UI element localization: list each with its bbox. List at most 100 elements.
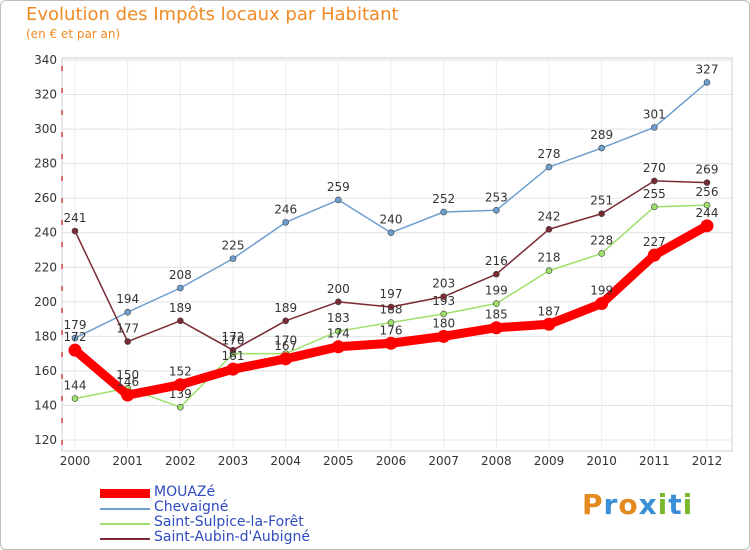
y-tick-label: 240 [34, 226, 57, 240]
x-tick-label: 2002 [165, 454, 196, 468]
data-label: 327 [696, 62, 719, 76]
data-label: 252 [432, 192, 455, 206]
x-tick-label: 2007 [428, 454, 459, 468]
chart-title: Evolution des Impôts locaux par Habitant [26, 4, 399, 25]
legend-swatch [100, 538, 150, 540]
data-label: 208 [169, 268, 192, 282]
data-label: 189 [274, 301, 297, 315]
data-point [545, 225, 553, 233]
x-tick-label: 2004 [270, 454, 301, 468]
data-point [651, 124, 658, 131]
data-label: 216 [485, 254, 508, 268]
data-point [335, 196, 342, 204]
data-label: 253 [485, 190, 508, 204]
logo-letter: i [682, 488, 694, 521]
y-tick-label: 300 [34, 122, 57, 136]
data-label: 200 [327, 282, 350, 296]
data-point [71, 334, 79, 342]
legend-label: Chevaigné [154, 499, 229, 515]
data-label: 189 [169, 301, 192, 315]
legend-label: Saint-Aubin-d'Aubigné [154, 529, 310, 545]
data-label: 246 [274, 202, 297, 216]
legend-swatch [100, 523, 150, 525]
logo-letter: o [618, 488, 639, 521]
data-point [542, 317, 556, 331]
x-tick-label: 2001 [112, 454, 143, 468]
data-label: 199 [485, 284, 508, 298]
y-tick-label: 260 [34, 191, 57, 205]
y-tick-label: 140 [34, 398, 57, 412]
data-point [387, 303, 395, 311]
data-point [71, 227, 79, 235]
data-label: 228 [590, 233, 613, 247]
logo-letter: i [657, 488, 669, 521]
data-point [703, 201, 711, 209]
data-label: 177 [116, 322, 139, 336]
data-point [124, 308, 131, 316]
data-point [68, 343, 82, 357]
y-tick-label: 200 [34, 295, 57, 309]
x-tick-label: 2006 [376, 454, 407, 468]
x-tick-label: 2003 [218, 454, 249, 468]
data-label: 179 [64, 318, 87, 332]
data-label: 240 [380, 213, 403, 227]
data-point [282, 317, 289, 325]
data-label: 218 [538, 251, 561, 265]
data-label: 161 [222, 349, 245, 363]
x-tick-label: 2010 [586, 454, 617, 468]
x-tick-label: 2008 [481, 454, 512, 468]
data-point [384, 336, 398, 350]
x-tick-label: 2005 [323, 454, 354, 468]
data-label: 197 [380, 287, 403, 301]
logo-letter: P [582, 488, 604, 521]
data-point [651, 203, 658, 211]
series-mouaz-: 172 146 152 161 167 174 176 180 185 187 199 227 244 [64, 206, 719, 402]
data-label: 139 [169, 387, 192, 401]
data-label: 301 [643, 107, 666, 121]
data-label: 174 [327, 327, 350, 341]
logo-letter: t [668, 488, 683, 521]
data-point [647, 248, 661, 262]
data-label: 259 [327, 180, 350, 194]
data-label: 172 [222, 330, 245, 344]
legend-label: MOUAZé [154, 484, 216, 500]
data-point [335, 298, 342, 306]
data-label: 256 [696, 185, 719, 199]
data-point [493, 206, 500, 214]
data-label: 176 [380, 323, 403, 337]
data-label: 255 [643, 187, 666, 201]
data-point [703, 79, 711, 86]
data-point [282, 219, 289, 226]
data-point [121, 388, 135, 402]
data-label: 172 [64, 330, 87, 344]
data-label: 225 [222, 239, 245, 253]
data-point [335, 327, 342, 335]
legend-swatch [100, 508, 150, 510]
x-tick-label: 2011 [639, 454, 670, 468]
x-tick-label: 2009 [534, 454, 565, 468]
data-label: 199 [590, 284, 613, 298]
y-tick-label: 120 [34, 433, 57, 447]
data-label: 244 [696, 206, 719, 220]
data-point [177, 284, 184, 292]
data-point [124, 338, 131, 345]
data-label: 150 [116, 368, 139, 382]
data-point [440, 310, 447, 318]
data-point [279, 352, 293, 366]
data-point [71, 395, 79, 402]
data-point [545, 163, 553, 171]
data-label: 180 [432, 316, 455, 330]
data-point [387, 229, 395, 237]
data-point [598, 144, 605, 152]
data-label: 269 [696, 163, 719, 177]
data-point [440, 293, 447, 300]
series-saint-aubin-d-aubign-: 241 177 189 172 189 200 197 203 216 242 251 270 269 [64, 161, 719, 354]
y-tick-label: 340 [34, 53, 57, 67]
data-label: 278 [538, 147, 561, 161]
data-label: 242 [538, 209, 561, 223]
x-tick-label: 2012 [692, 454, 723, 468]
data-point [331, 340, 345, 354]
data-point [226, 362, 240, 376]
chart-subtitle: (en € et par an) [26, 27, 121, 41]
